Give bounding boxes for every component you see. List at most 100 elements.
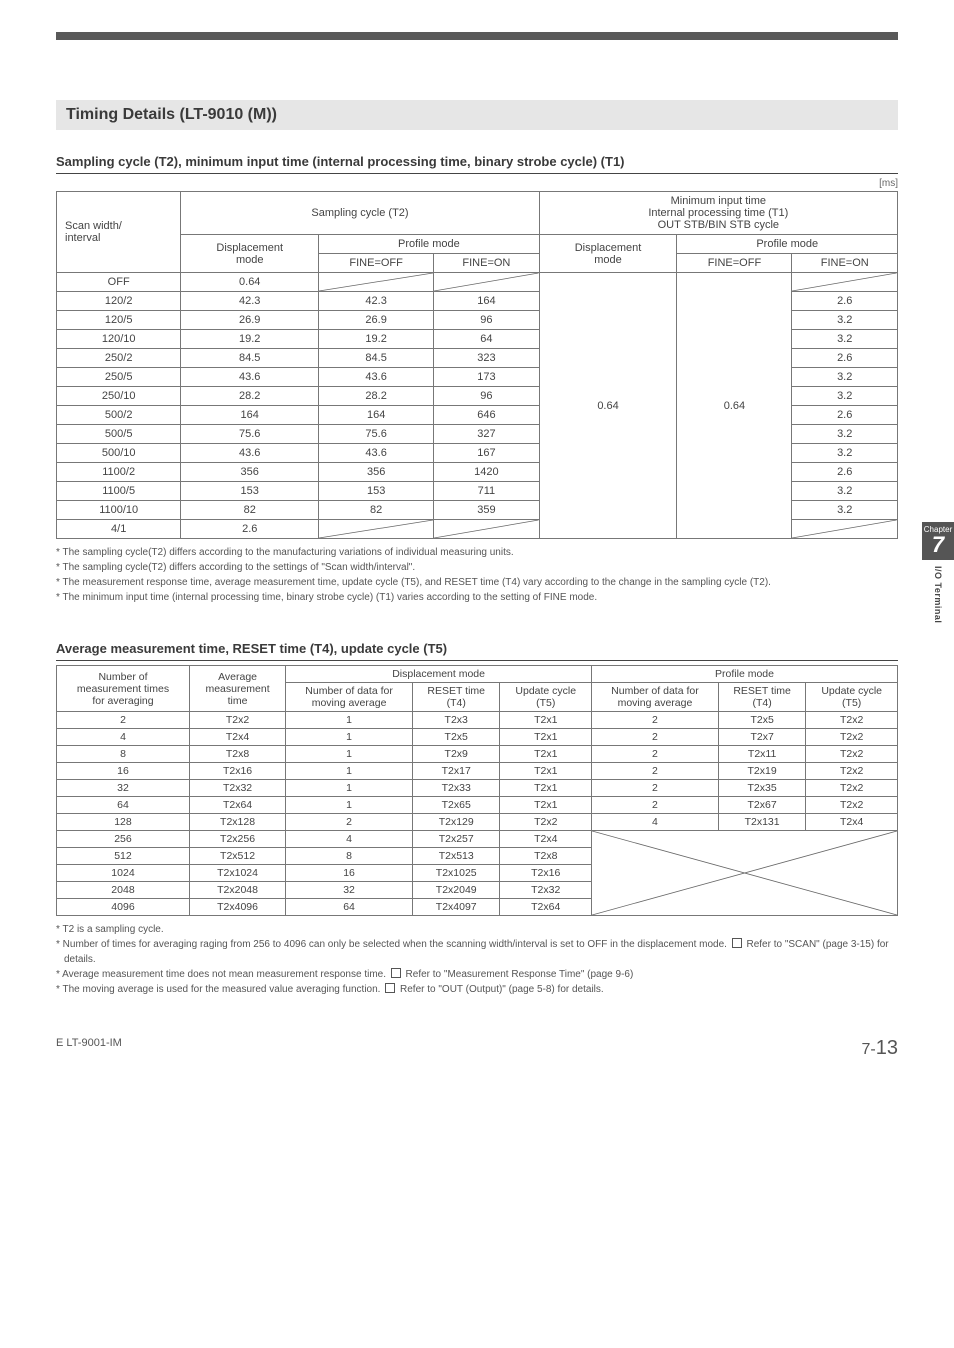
- table-row: 32T2x321T2x33T2x12T2x35T2x2: [57, 780, 898, 797]
- table-cell: 153: [181, 482, 319, 501]
- table-cell: 256: [57, 831, 190, 848]
- table2-heading: Average measurement time, RESET time (T4…: [56, 641, 898, 661]
- table1-unit: [ms]: [56, 178, 898, 189]
- table-cell: 43.6: [181, 368, 319, 387]
- table-cell: 327: [434, 425, 540, 444]
- table-row: 4T2x41T2x5T2x12T2x7T2x2: [57, 729, 898, 746]
- table-cell: T2x32: [189, 780, 285, 797]
- table-cell: 1100/5: [57, 482, 181, 501]
- table-cell: 500/2: [57, 406, 181, 425]
- t2-du: Update cycle (T5): [500, 683, 592, 712]
- table-row: 16T2x161T2x17T2x12T2x19T2x2: [57, 763, 898, 780]
- table-cell: [434, 520, 540, 539]
- table-row: 2T2x21T2x3T2x12T2x5T2x2: [57, 712, 898, 729]
- table-cell: T2x32: [500, 882, 592, 899]
- table-cell: 2: [592, 780, 719, 797]
- table-cell: 43.6: [181, 444, 319, 463]
- table-cell: 500/5: [57, 425, 181, 444]
- table-cell: T2x33: [412, 780, 499, 797]
- table-cell: 1: [286, 712, 413, 729]
- table-cell: 2.6: [792, 349, 898, 368]
- table-cell: 711: [434, 482, 540, 501]
- table-cell: 120/10: [57, 330, 181, 349]
- table-cell: T2x4: [189, 729, 285, 746]
- note-line: * The sampling cycle(T2) differs accordi…: [56, 560, 898, 575]
- table-cell: 19.2: [319, 330, 434, 349]
- table-cell: 1100/2: [57, 463, 181, 482]
- table-cell: 2: [592, 729, 719, 746]
- t2-pu: Update cycle (T5): [806, 683, 898, 712]
- table-cell: T2x19: [718, 763, 805, 780]
- table-cell: 32: [286, 882, 413, 899]
- table-cell: 323: [434, 349, 540, 368]
- table-cell: 64: [286, 899, 413, 916]
- table-cell: 153: [319, 482, 434, 501]
- table-cell: 16: [57, 763, 190, 780]
- t1-grp1: Sampling cycle (T2): [181, 192, 539, 235]
- table-row: 8T2x81T2x9T2x12T2x11T2x2: [57, 746, 898, 763]
- table-cell: 8: [57, 746, 190, 763]
- page-number: 7-13: [862, 1037, 898, 1060]
- table-cell: 43.6: [319, 368, 434, 387]
- top-rule: [56, 32, 898, 40]
- table-cell: 167: [434, 444, 540, 463]
- table-cell: 64: [57, 797, 190, 814]
- table-cell: T2x8: [500, 848, 592, 865]
- table-cell: T2x4097: [412, 899, 499, 916]
- table-cell: 3.2: [792, 311, 898, 330]
- table-cell: T2x131: [718, 814, 805, 831]
- table-cell: T2x2049: [412, 882, 499, 899]
- table-cell: 356: [181, 463, 319, 482]
- t1-col1-head: Scan width/ interval: [57, 192, 181, 273]
- table-cell: OFF: [57, 273, 181, 292]
- t1-grp2: Minimum input time Internal processing t…: [539, 192, 897, 235]
- table-cell: T2x17: [412, 763, 499, 780]
- table-cell: T2x5: [718, 712, 805, 729]
- table1-notes: * The sampling cycle(T2) differs accordi…: [56, 545, 898, 605]
- table-cell: 1: [286, 797, 413, 814]
- table-cell: T2x16: [189, 763, 285, 780]
- page-footer: E LT-9001-IM 7-13: [0, 1037, 954, 1084]
- t2-dr: RESET time (T4): [412, 683, 499, 712]
- table-cell: [434, 273, 540, 292]
- table-cell: 2.6: [792, 463, 898, 482]
- page-num-minor: 13: [876, 1037, 898, 1059]
- table-cell: 3.2: [792, 444, 898, 463]
- table-cell: T2x35: [718, 780, 805, 797]
- table-cell: 120/2: [57, 292, 181, 311]
- table-cell: 43.6: [319, 444, 434, 463]
- table-cell: 2.6: [792, 406, 898, 425]
- table-cell: 16: [286, 865, 413, 882]
- table-cell: T2x1025: [412, 865, 499, 882]
- note-line: * The measurement response time, average…: [56, 575, 898, 590]
- table-cell: T2x1: [500, 746, 592, 763]
- table-cell: 646: [434, 406, 540, 425]
- table-cell: 164: [434, 292, 540, 311]
- table-cell: 3.2: [792, 330, 898, 349]
- table-cell: 128: [57, 814, 190, 831]
- t1-fon2: FINE=ON: [792, 254, 898, 273]
- t1-center-right: 0.64: [677, 273, 792, 539]
- table2-notes: * T2 is a sampling cycle.* Number of tim…: [56, 922, 898, 997]
- table-cell: 84.5: [181, 349, 319, 368]
- table-cell: 3.2: [792, 387, 898, 406]
- reference-icon: [732, 938, 742, 948]
- table-cell: 173: [434, 368, 540, 387]
- note-line: * The sampling cycle(T2) differs accordi…: [56, 545, 898, 560]
- t2-h-avg: Average measurement time: [189, 666, 285, 712]
- table-cell: T2x3: [412, 712, 499, 729]
- table-cell: 42.3: [319, 292, 434, 311]
- t1-disp1: Displacement mode: [181, 235, 319, 273]
- doc-code: E LT-9001-IM: [56, 1037, 122, 1060]
- table-cell: 1024: [57, 865, 190, 882]
- table-cell: 75.6: [181, 425, 319, 444]
- t1-foff1: FINE=OFF: [319, 254, 434, 273]
- note-line: * The minimum input time (internal proce…: [56, 590, 898, 605]
- table-cell: T2x2: [806, 797, 898, 814]
- table-cell: T2x64: [500, 899, 592, 916]
- table-cell: T2x4096: [189, 899, 285, 916]
- table1: Scan width/ interval Sampling cycle (T2)…: [56, 191, 898, 539]
- table-cell: 1: [286, 729, 413, 746]
- t1-center-left: 0.64: [539, 273, 677, 539]
- table-cell: 2: [57, 712, 190, 729]
